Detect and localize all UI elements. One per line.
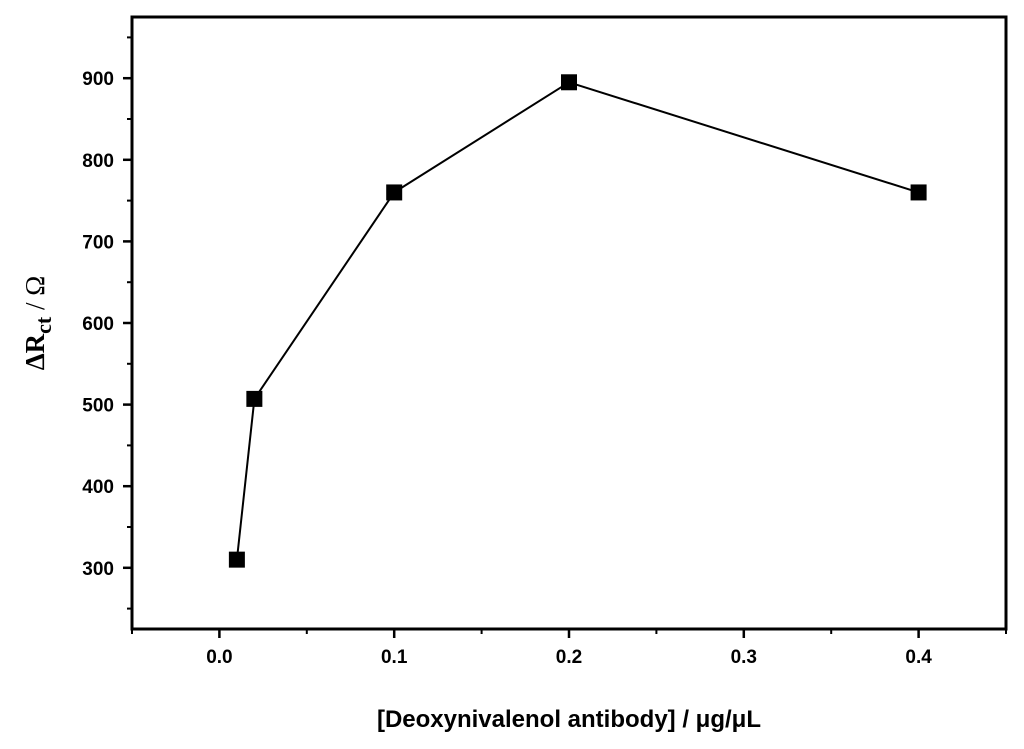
tick-labels: 0.0 0.1 0.2 0.3 0.4 300 400 500 600 700 800 900 xyxy=(82,69,932,668)
y-axis-label: ΔRct / Ω xyxy=(20,276,56,371)
x-tick-label: 0.1 xyxy=(381,647,408,668)
y-tick-label: 800 xyxy=(82,151,114,172)
y-tick-label: 600 xyxy=(82,314,114,335)
y-tick-label: 900 xyxy=(82,69,114,90)
y-tick-label: 500 xyxy=(82,396,114,417)
plot-frame xyxy=(130,15,1008,631)
x-axis-label: [Deoxynivalenol antibody] / μg/μL xyxy=(377,706,761,733)
y-tick-label: 700 xyxy=(82,232,114,253)
y-axis-label-prefix: ΔR xyxy=(20,333,50,370)
y-tick-label: 300 xyxy=(82,559,114,580)
x-tick-label: 0.3 xyxy=(731,647,757,668)
x-tick-label: 0.0 xyxy=(206,647,232,668)
y-axis-label-suffix: / Ω xyxy=(20,276,50,317)
y-axis-label-subscript: ct xyxy=(31,316,56,334)
data-point-marker xyxy=(561,74,577,91)
data-point-marker xyxy=(228,551,245,568)
axis-ticks xyxy=(123,36,1007,638)
data-point-marker xyxy=(910,184,927,201)
data-point-marker xyxy=(386,184,403,201)
series-line xyxy=(235,81,919,560)
data-point-marker xyxy=(246,390,263,407)
y-tick-label: 400 xyxy=(82,477,114,498)
x-tick-label: 0.2 xyxy=(556,647,582,668)
series-group xyxy=(228,74,927,568)
x-tick-label: 0.4 xyxy=(905,647,932,668)
